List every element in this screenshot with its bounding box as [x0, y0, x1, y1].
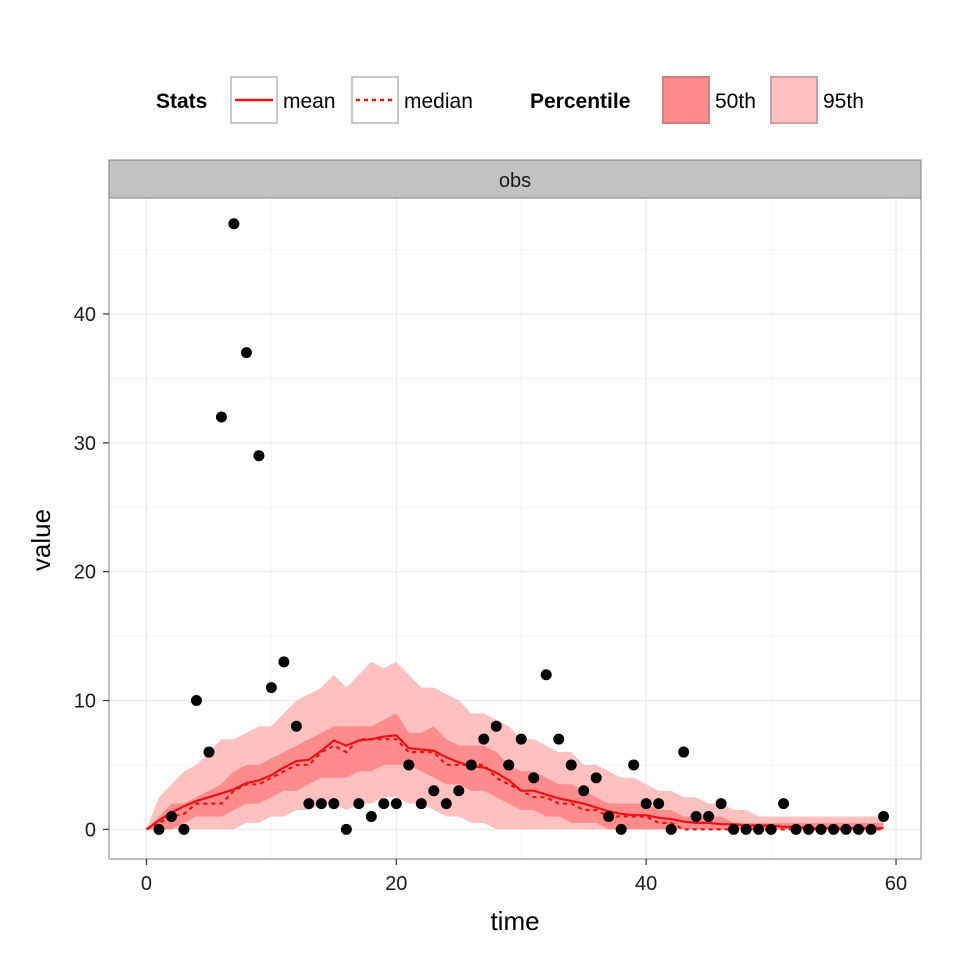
- data-point: [165, 810, 177, 822]
- y-tick-label: 30: [74, 433, 96, 455]
- data-point: [303, 798, 315, 810]
- observation-points: [153, 218, 890, 835]
- legend-label-95th: 95th: [823, 90, 864, 113]
- data-point: [665, 823, 677, 835]
- y-tick-label: 0: [85, 819, 96, 841]
- x-axis: 0 20 40 60: [141, 859, 907, 895]
- data-point: [840, 823, 852, 835]
- data-point: [540, 669, 552, 681]
- data-point: [503, 759, 515, 771]
- legend-label-50th: 50th: [715, 90, 756, 113]
- legend-label-mean: mean: [283, 90, 336, 113]
- y-tick-label: 20: [74, 562, 96, 584]
- legend: Stats mean median Percentile 50th 95th: [156, 76, 864, 124]
- data-point: [403, 759, 415, 771]
- data-point: [615, 823, 627, 835]
- data-point: [215, 411, 227, 423]
- data-point: [465, 759, 477, 771]
- x-tick-label: 40: [635, 873, 657, 895]
- x-tick-label: 20: [385, 873, 407, 895]
- data-point: [690, 810, 702, 822]
- data-point: [190, 695, 202, 707]
- y-axis: 0 10 20 30 40: [74, 304, 109, 841]
- grid-major: [109, 198, 921, 859]
- data-point: [153, 823, 165, 835]
- data-point: [878, 810, 890, 822]
- facet-strip: [108, 159, 922, 199]
- data-point: [353, 798, 365, 810]
- data-point: [765, 823, 777, 835]
- data-point: [603, 810, 615, 822]
- data-point: [703, 810, 715, 822]
- data-point: [478, 733, 490, 745]
- data-point: [790, 823, 802, 835]
- legend-key-95th: [770, 76, 818, 124]
- data-point: [428, 785, 440, 797]
- legend-title-percentile: Percentile: [530, 90, 630, 113]
- data-point: [678, 746, 690, 758]
- legend-title-stats: Stats: [156, 90, 207, 113]
- data-point: [565, 759, 577, 771]
- data-point: [415, 798, 427, 810]
- facet-strip-label: obs: [499, 170, 531, 192]
- data-point: [553, 733, 565, 745]
- data-point: [240, 347, 252, 359]
- data-point: [578, 785, 590, 797]
- data-point: [178, 823, 190, 835]
- plot-panel-border: [108, 197, 922, 860]
- data-point: [640, 798, 652, 810]
- data-point: [253, 450, 265, 462]
- y-tick-label: 10: [74, 691, 96, 713]
- data-point: [515, 733, 527, 745]
- data-point: [390, 798, 402, 810]
- data-point: [590, 772, 602, 784]
- data-point: [865, 823, 877, 835]
- data-point: [440, 798, 452, 810]
- data-point: [803, 823, 815, 835]
- data-point: [528, 772, 540, 784]
- data-point: [203, 746, 215, 758]
- data-point: [340, 823, 352, 835]
- data-point: [278, 656, 290, 668]
- data-point: [453, 785, 465, 797]
- legend-label-median: median: [404, 90, 473, 113]
- data-point: [290, 720, 302, 732]
- data-point: [728, 823, 740, 835]
- y-tick-label: 40: [74, 304, 96, 326]
- data-point: [265, 682, 277, 694]
- band-95th: [146, 661, 884, 830]
- legend-key-50th: [662, 76, 710, 124]
- data-point: [715, 798, 727, 810]
- data-point: [740, 823, 752, 835]
- x-axis-title: time: [490, 906, 539, 936]
- data-point: [753, 823, 765, 835]
- data-point: [490, 720, 502, 732]
- data-point: [378, 798, 390, 810]
- data-point: [778, 798, 790, 810]
- data-point: [315, 798, 327, 810]
- y-axis-title: value: [26, 509, 56, 571]
- data-point: [828, 823, 840, 835]
- x-tick-label: 0: [141, 873, 152, 895]
- x-tick-label: 60: [885, 873, 907, 895]
- data-point: [228, 218, 240, 230]
- data-point: [653, 798, 665, 810]
- data-point: [815, 823, 827, 835]
- data-point: [628, 759, 640, 771]
- data-point: [328, 798, 340, 810]
- data-point: [853, 823, 865, 835]
- data-point: [365, 810, 377, 822]
